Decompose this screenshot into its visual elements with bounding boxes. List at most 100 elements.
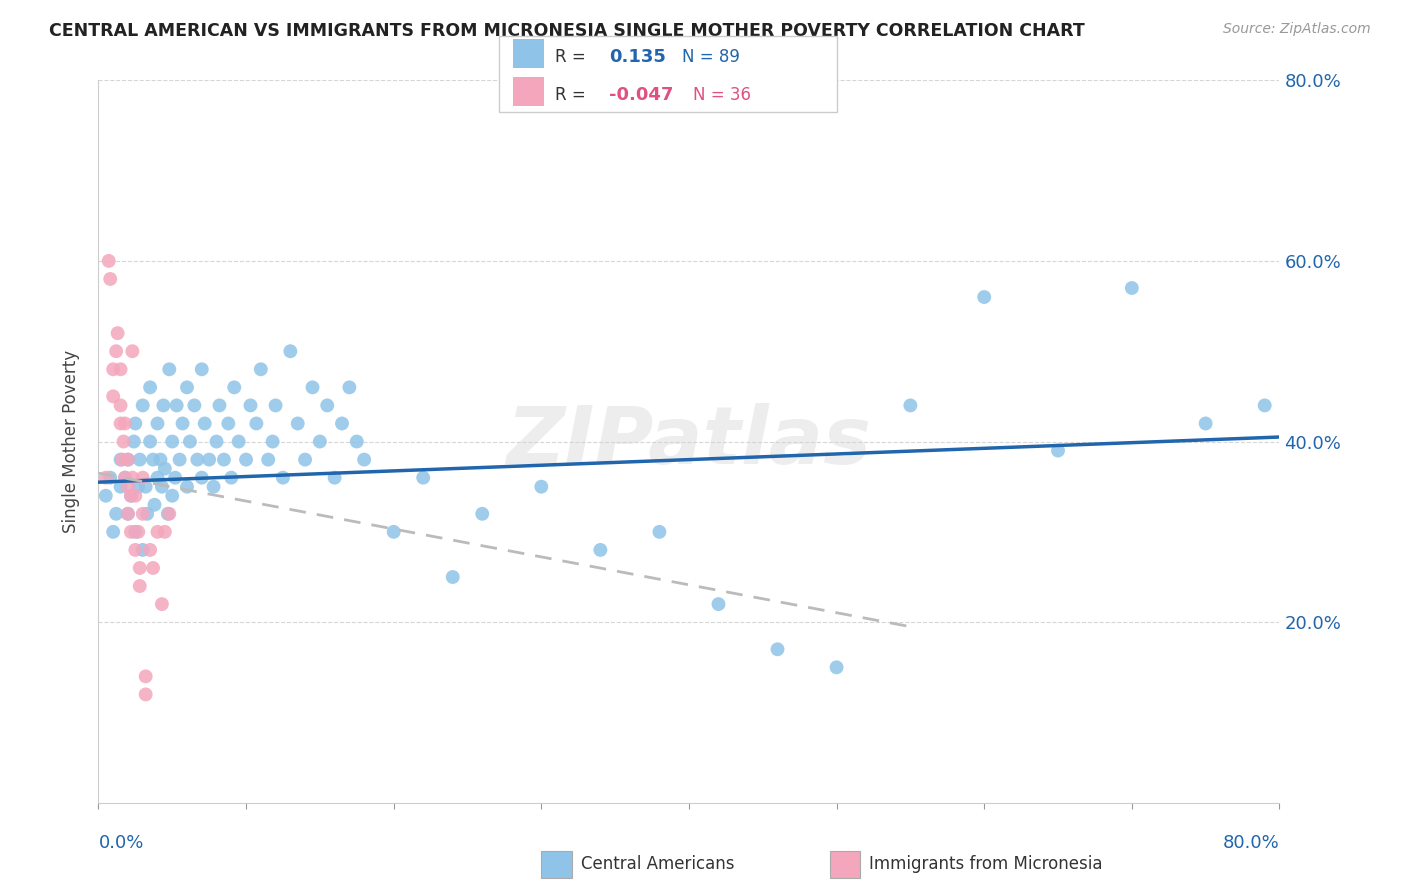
Point <box>294 452 316 467</box>
Text: 0.0%: 0.0% <box>98 834 143 852</box>
Point <box>128 452 150 467</box>
Point <box>257 452 280 467</box>
Point <box>346 434 368 449</box>
Point <box>202 480 225 494</box>
Point <box>114 471 136 485</box>
Point <box>103 524 125 539</box>
Point <box>120 489 142 503</box>
Point <box>142 452 165 467</box>
Point <box>132 398 155 412</box>
Text: N = 89: N = 89 <box>682 48 740 66</box>
Point <box>179 434 201 449</box>
Point <box>120 524 142 539</box>
Point <box>97 254 120 268</box>
Point <box>235 452 257 467</box>
Point <box>176 380 198 394</box>
Point <box>135 480 157 494</box>
Point <box>150 597 173 611</box>
Point <box>221 471 243 485</box>
Point <box>973 290 995 304</box>
Point <box>98 471 121 485</box>
Point <box>353 452 375 467</box>
Point <box>264 398 287 412</box>
Point <box>1254 398 1277 412</box>
Point <box>128 579 150 593</box>
Point <box>287 417 309 431</box>
Point <box>103 389 125 403</box>
Point <box>707 597 730 611</box>
Point <box>316 398 339 412</box>
Point <box>441 570 464 584</box>
Point <box>114 417 136 431</box>
Point <box>157 507 180 521</box>
Point <box>146 524 169 539</box>
Point <box>228 434 250 449</box>
Point <box>117 507 139 521</box>
Point <box>191 362 214 376</box>
Point <box>166 398 188 412</box>
Point <box>217 417 239 431</box>
Point <box>132 507 155 521</box>
Point <box>117 452 139 467</box>
Point <box>103 362 125 376</box>
Point <box>117 452 139 467</box>
Point <box>139 434 162 449</box>
Point <box>212 452 235 467</box>
Text: N = 36: N = 36 <box>693 86 751 103</box>
Point <box>301 380 323 394</box>
Point <box>127 524 149 539</box>
Point <box>250 362 273 376</box>
Point <box>162 434 183 449</box>
Point <box>110 417 132 431</box>
Point <box>139 542 162 557</box>
Y-axis label: Single Mother Poverty: Single Mother Poverty <box>62 350 80 533</box>
Text: -0.047: -0.047 <box>609 86 673 103</box>
Point <box>128 561 150 575</box>
Point <box>157 362 180 376</box>
Text: ZIPatlas: ZIPatlas <box>506 402 872 481</box>
Point <box>114 471 136 485</box>
Text: 0.135: 0.135 <box>609 48 665 66</box>
Point <box>1195 417 1218 431</box>
Point <box>110 452 132 467</box>
Point <box>111 452 134 467</box>
Point <box>1046 443 1070 458</box>
Point <box>194 417 217 431</box>
Text: Immigrants from Micronesia: Immigrants from Micronesia <box>869 855 1102 873</box>
Point <box>153 524 176 539</box>
Point <box>121 344 143 359</box>
Text: R =: R = <box>555 86 592 103</box>
Point <box>183 398 205 412</box>
Point <box>107 326 129 340</box>
Text: Source: ZipAtlas.com: Source: ZipAtlas.com <box>1223 22 1371 37</box>
Point <box>412 471 434 485</box>
Point <box>280 344 302 359</box>
Point <box>766 642 789 657</box>
Point <box>139 380 162 394</box>
Point <box>98 272 121 286</box>
Point <box>124 524 146 539</box>
Point <box>339 380 361 394</box>
Point <box>825 660 848 674</box>
Point <box>239 398 262 412</box>
Point <box>208 398 231 412</box>
Point <box>648 524 671 539</box>
Point <box>122 434 145 449</box>
Point <box>117 507 139 521</box>
Point <box>172 417 194 431</box>
Point <box>205 434 228 449</box>
Point <box>271 471 294 485</box>
Point <box>900 398 922 412</box>
Point <box>135 687 157 701</box>
Point <box>105 344 128 359</box>
Point <box>94 489 117 503</box>
Point <box>530 480 553 494</box>
Point <box>152 398 174 412</box>
Point <box>124 417 146 431</box>
Text: Central Americans: Central Americans <box>581 855 734 873</box>
Point <box>162 489 183 503</box>
Point <box>146 471 169 485</box>
Point <box>105 507 128 521</box>
Point <box>136 507 159 521</box>
Point <box>309 434 332 449</box>
